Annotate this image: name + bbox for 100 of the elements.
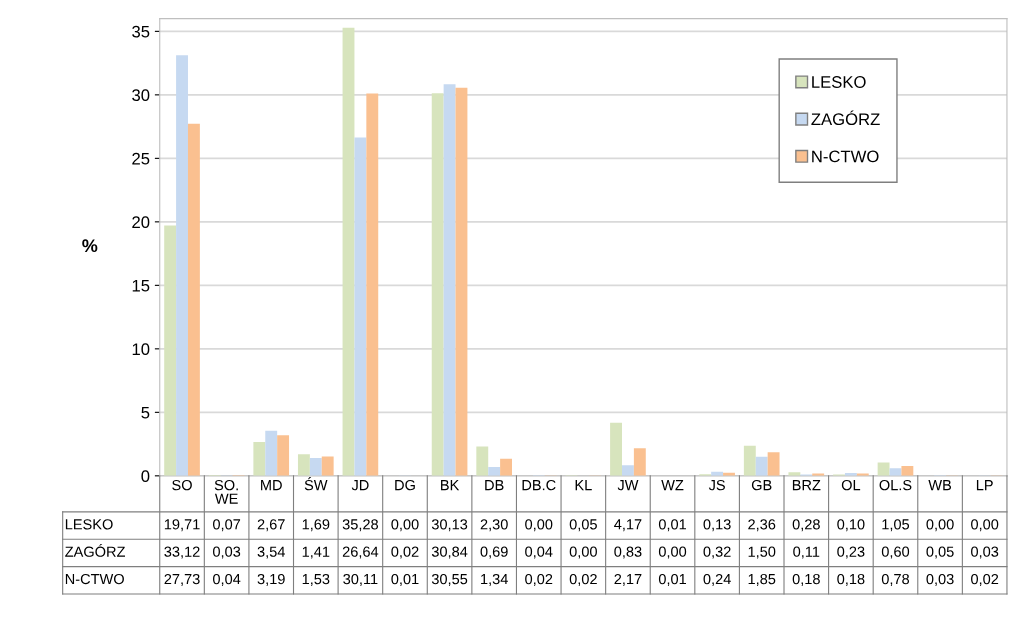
x-tick-label: DG [395,479,415,491]
data-label: 1,53 [302,573,330,586]
y-tick-label: 15 [132,279,150,292]
bar [901,465,914,476]
data-label: 0,13 [703,519,731,532]
text: LESKO [65,519,113,530]
data-label: 0,18 [837,573,865,586]
text: ZAGÓRZ [65,544,126,557]
data-label: 0,00 [525,519,553,532]
x-tick-label: WZ [661,480,684,491]
data-label: 1,41 [302,546,330,559]
data-label: 0,05 [926,546,954,559]
x-tick-label: JW [617,480,639,491]
data-label: 0,60 [881,546,910,559]
data-label: 4,17 [614,519,642,532]
bar [187,123,200,476]
data-label: 0,02 [525,573,553,586]
x-tick-label: KL [575,480,592,491]
data-label: 2,17 [614,573,642,586]
data-label: 0,18 [792,573,820,586]
data-label: 0,03 [213,546,241,559]
data-label: 0,01 [391,573,419,586]
bar [443,84,456,476]
bar [431,93,444,476]
data-label: 0,02 [569,573,597,586]
bar [488,467,501,476]
y-tick-label: 0 [141,470,150,483]
bar [743,445,756,476]
data-label: 0,28 [792,519,820,532]
y-tick-label: 35 [132,25,150,38]
bar [877,462,890,476]
data-label: 1,05 [882,519,910,532]
data-label: 0,04 [213,573,241,586]
bar [500,458,512,476]
data-label: 0,11 [793,546,820,559]
bar [755,456,768,476]
bar [265,430,278,476]
text: N-CTWO [65,573,124,585]
data-label: 26,64 [342,546,379,559]
legend-label: LESKO [812,76,866,88]
data-label: 0,02 [971,573,999,586]
x-tick-label: DB.C [522,479,556,491]
data-label: 2,67 [257,519,285,532]
data-label: 0,01 [658,519,687,532]
data-label: 0,10 [837,519,865,532]
x-tick-label: WB [928,480,952,491]
bar [767,452,780,476]
x-tick-label: SO [172,479,192,491]
y-tick-label: 10 [132,343,150,356]
data-label: 3,19 [257,573,285,586]
bar [633,448,646,476]
data-label: 30,13 [431,519,468,532]
y-tick-label: 30 [132,89,150,102]
bar [321,456,334,476]
bar [455,87,468,476]
x-tick-label: BRZ [792,480,821,491]
x-tick-label: OL [841,479,861,491]
bar [164,225,177,476]
x-tick-label: JD [351,480,369,491]
bar [342,27,355,476]
data-label: 30,84 [431,546,468,559]
x-tick-label: OL.S [879,479,912,491]
bar [277,435,290,476]
data-label: 30,11 [343,573,378,586]
data-label: 1,50 [748,546,776,559]
data-label: 0,07 [213,519,241,532]
data-label: 0,02 [391,546,419,559]
data-label: 3,54 [257,546,285,559]
x-tick-label: DB [485,480,504,491]
data-label: 0,23 [837,546,865,559]
bar [366,93,379,476]
x-tick-label: JS [708,479,725,491]
bar [253,441,266,476]
legend-label: ZAGÓRZ [811,110,880,126]
data-label: 1,69 [302,519,330,532]
data-label: 0,69 [480,546,508,559]
legend-label: N-CTWO [812,150,879,163]
data-label: 1,34 [481,573,508,586]
bar [176,55,188,476]
data-label: 0,83 [614,546,642,559]
data-label: 0,00 [391,519,419,532]
y-tick-label: 20 [132,216,150,229]
data-label: 0,05 [569,519,597,532]
x-tick-label: GB [751,479,772,491]
data-label: 30,55 [431,573,468,586]
data-label: 0,00 [569,546,597,559]
data-label: 0,78 [881,573,910,586]
bar [309,457,322,476]
x-tick-label: LP [976,480,993,491]
data-label: 0,01 [658,573,687,586]
data-label: 33,12 [164,546,200,559]
data-label: 27,73 [164,573,200,586]
y-tick-label: 5 [141,406,150,419]
x-tick-label: BK [441,480,460,491]
bar [297,454,310,476]
data-label: 0,24 [703,573,731,586]
data-label: 0,00 [926,519,954,532]
data-label: 2,36 [748,519,776,532]
bar [610,422,622,476]
x-tick-label: SO. WE [214,479,238,504]
